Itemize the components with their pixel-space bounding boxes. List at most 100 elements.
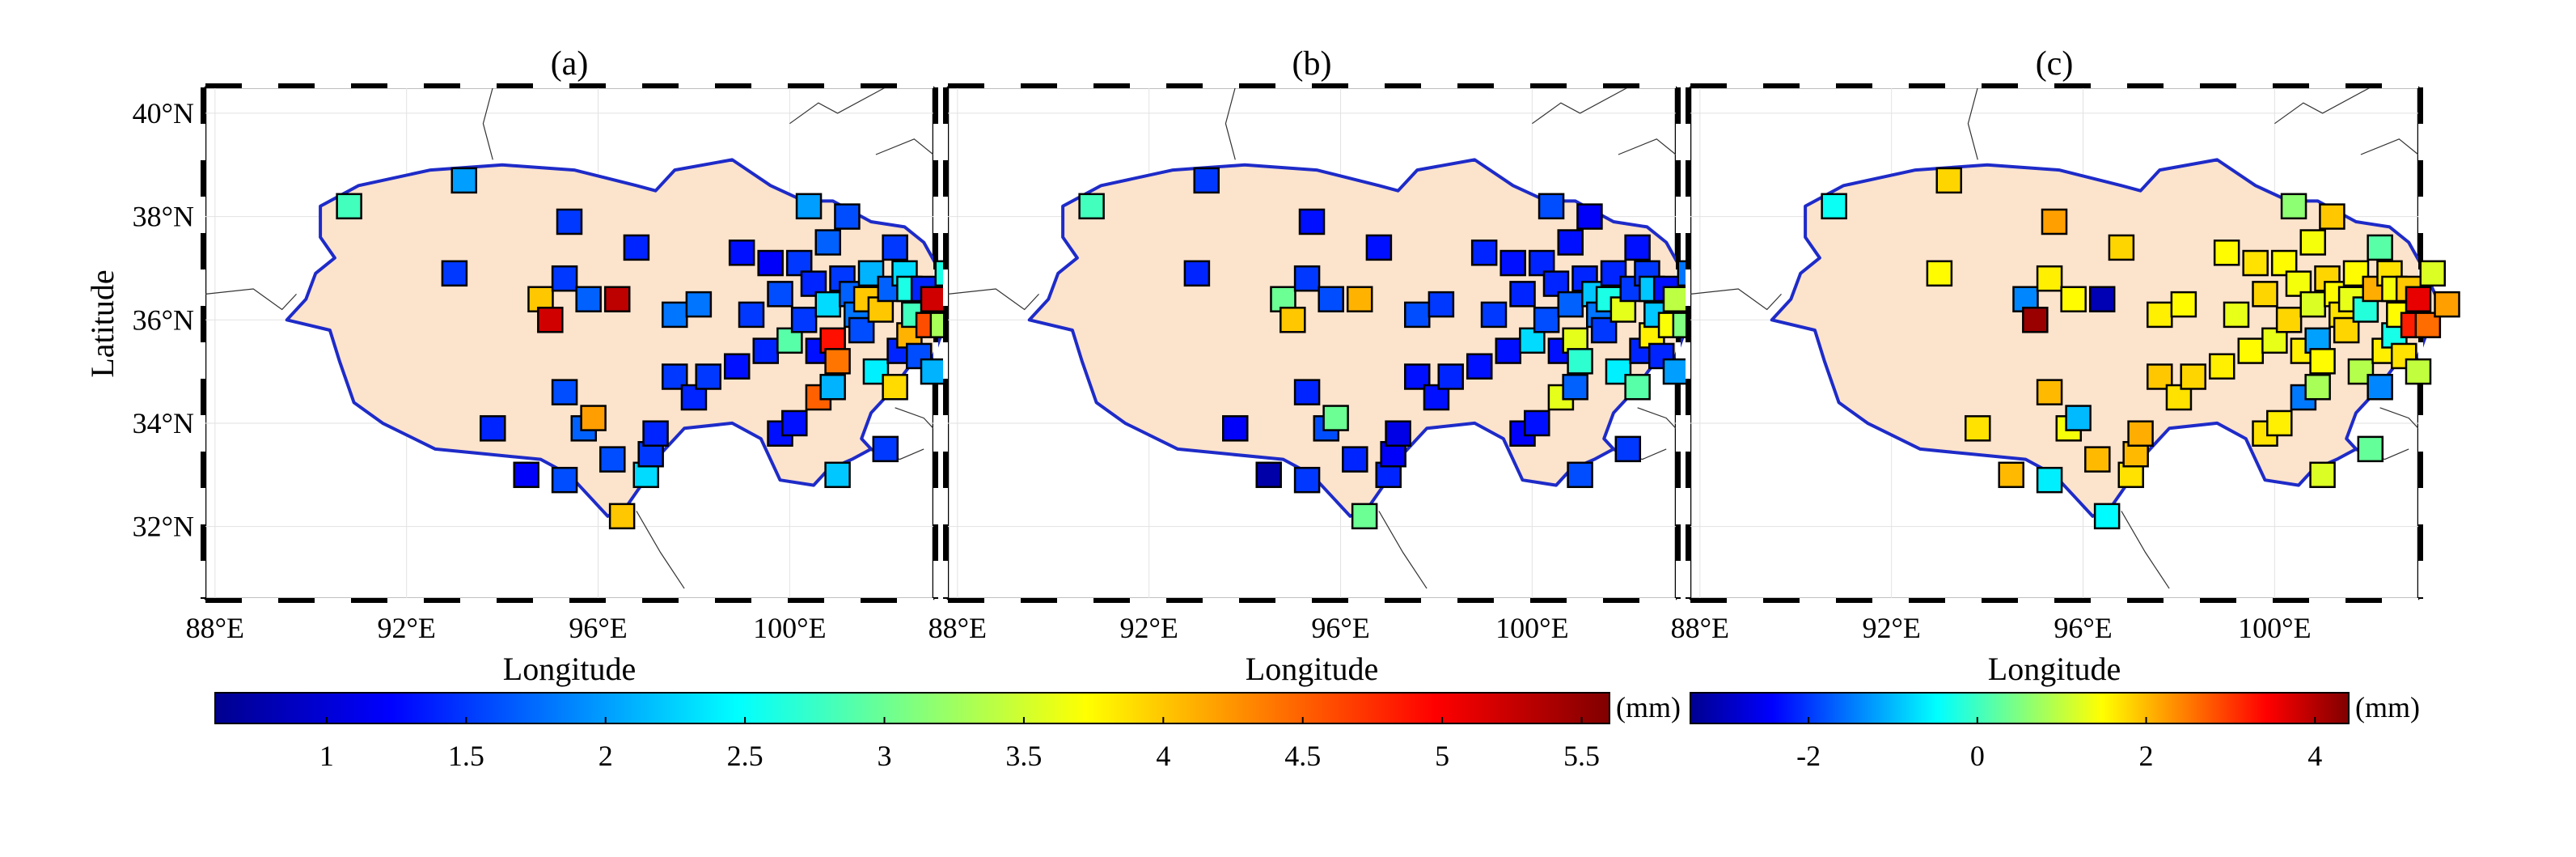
station-marker bbox=[1480, 301, 1508, 329]
station-markers bbox=[1078, 167, 1718, 530]
station-marker bbox=[2108, 234, 2135, 261]
station-marker bbox=[695, 363, 721, 390]
y-tick-label: 36°N bbox=[133, 303, 194, 336]
station-marker bbox=[2261, 327, 2288, 354]
station-marker bbox=[2419, 260, 2447, 287]
station-marker bbox=[2309, 461, 2336, 489]
station-marker bbox=[2242, 249, 2269, 277]
colorbar-tick-label: 4 bbox=[2307, 740, 2322, 772]
station-marker bbox=[685, 291, 713, 318]
map-panel-1: (a) 88°E 92°E 96°E 100°E 40°N 38°N 36°N 34°N 32°N… bbox=[133, 45, 975, 687]
station-marker bbox=[537, 307, 564, 333]
station-marker bbox=[1280, 307, 1306, 333]
station-marker bbox=[1662, 358, 1690, 385]
station-marker bbox=[2237, 337, 2265, 364]
station-marker bbox=[1614, 435, 1642, 463]
station-marker bbox=[2208, 353, 2235, 380]
x-tick-label: 92°E bbox=[377, 612, 435, 644]
station-marker bbox=[2299, 229, 2326, 256]
station-marker bbox=[795, 193, 823, 220]
x-axis-label: Longitude bbox=[1988, 651, 2121, 687]
station-marker bbox=[1298, 208, 1326, 235]
colorbar-tick-label: 1 bbox=[319, 740, 334, 772]
y-tick-label: 40°N bbox=[133, 97, 194, 129]
admin-borders bbox=[1690, 87, 2419, 589]
y-tick-label: 32°N bbox=[133, 511, 194, 543]
station-marker bbox=[834, 203, 861, 230]
map-frame-left bbox=[1686, 87, 1690, 599]
station-marker bbox=[2084, 446, 2111, 473]
station-marker bbox=[790, 307, 818, 333]
station-marker bbox=[2405, 358, 2432, 385]
station-marker bbox=[882, 374, 908, 401]
station-marker bbox=[723, 353, 751, 380]
station-marker bbox=[767, 281, 793, 308]
station-marker bbox=[2367, 234, 2393, 261]
station-marker bbox=[2088, 286, 2116, 312]
map-frame-right bbox=[2418, 87, 2423, 599]
station-marker bbox=[575, 286, 602, 312]
station-marker bbox=[2036, 265, 2063, 292]
station-marker bbox=[1404, 301, 1431, 329]
station-marker bbox=[2266, 409, 2293, 437]
station-marker bbox=[1662, 286, 1690, 312]
colorbar-tick-label: 2 bbox=[599, 740, 613, 772]
station-marker bbox=[781, 409, 808, 437]
station-marker bbox=[1557, 229, 1584, 256]
station-marker bbox=[2299, 291, 2326, 318]
x-axis-label: Longitude bbox=[503, 651, 636, 687]
station-marker bbox=[752, 337, 780, 364]
x-tick-label: 100°E bbox=[753, 612, 826, 644]
station-marker bbox=[2041, 208, 2068, 235]
station-marker bbox=[1562, 374, 1588, 401]
station-marker bbox=[513, 461, 539, 489]
colorbar-tick-label: 4 bbox=[1156, 740, 1170, 772]
station-marker bbox=[785, 249, 813, 277]
colorbar-unit: (mm) bbox=[2355, 691, 2420, 723]
station-marker bbox=[2304, 374, 2331, 401]
station-marker bbox=[1222, 415, 1249, 442]
station-marker bbox=[1385, 420, 1411, 447]
station-marker bbox=[551, 466, 578, 494]
station-marker bbox=[1965, 415, 1991, 442]
map-panel-2: (b) 88°E 92°E 96°E 100°E Longitude bbox=[928, 45, 1718, 687]
station-marker bbox=[623, 234, 650, 261]
station-marker bbox=[1183, 260, 1211, 287]
station-marker bbox=[819, 374, 846, 401]
x-axis-label: Longitude bbox=[1246, 651, 1378, 687]
station-marker bbox=[2357, 435, 2384, 463]
station-marker bbox=[2093, 503, 2121, 530]
station-marker bbox=[480, 415, 506, 442]
map-panel-3: (c) 88°E 92°E 96°E 100°E Longitude bbox=[1671, 45, 2460, 687]
station-marker bbox=[1821, 193, 1847, 220]
station-marker bbox=[872, 435, 899, 463]
station-marker bbox=[1322, 405, 1349, 431]
station-marker bbox=[814, 291, 841, 318]
station-marker bbox=[1624, 234, 1651, 261]
station-marker bbox=[2060, 286, 2087, 312]
x-tick-label: 92°E bbox=[1119, 612, 1178, 644]
station-marker bbox=[1437, 363, 1464, 390]
x-tick-label: 96°E bbox=[1311, 612, 1369, 644]
amplitude-colorbar: 1 1.5 2 2.5 3 3.5 4 4.5 5 5.5 (mm) bbox=[214, 691, 1681, 772]
station-marker bbox=[1935, 167, 1962, 194]
x-tick-label: 88°E bbox=[186, 612, 244, 644]
station-marker bbox=[1346, 286, 1373, 312]
station-marker bbox=[1495, 337, 1522, 364]
y-tick-label: 34°N bbox=[133, 407, 194, 439]
station-marker bbox=[728, 240, 755, 266]
station-marker bbox=[2147, 301, 2173, 329]
station-marker bbox=[824, 461, 851, 489]
station-marker bbox=[1533, 307, 1560, 333]
station-marker bbox=[1293, 379, 1321, 405]
colorbar-tick-label: 2 bbox=[2139, 740, 2154, 772]
station-marker bbox=[603, 286, 631, 312]
station-marker bbox=[1567, 348, 1593, 375]
station-marker bbox=[2127, 420, 2154, 447]
station-marker bbox=[2213, 240, 2240, 266]
colorbar-unit: (mm) bbox=[1616, 691, 1681, 723]
colorbar-tick-label: 5.5 bbox=[1563, 740, 1600, 772]
station-marker bbox=[551, 379, 578, 405]
station-marker bbox=[2223, 301, 2250, 329]
station-marker bbox=[1193, 167, 1220, 194]
